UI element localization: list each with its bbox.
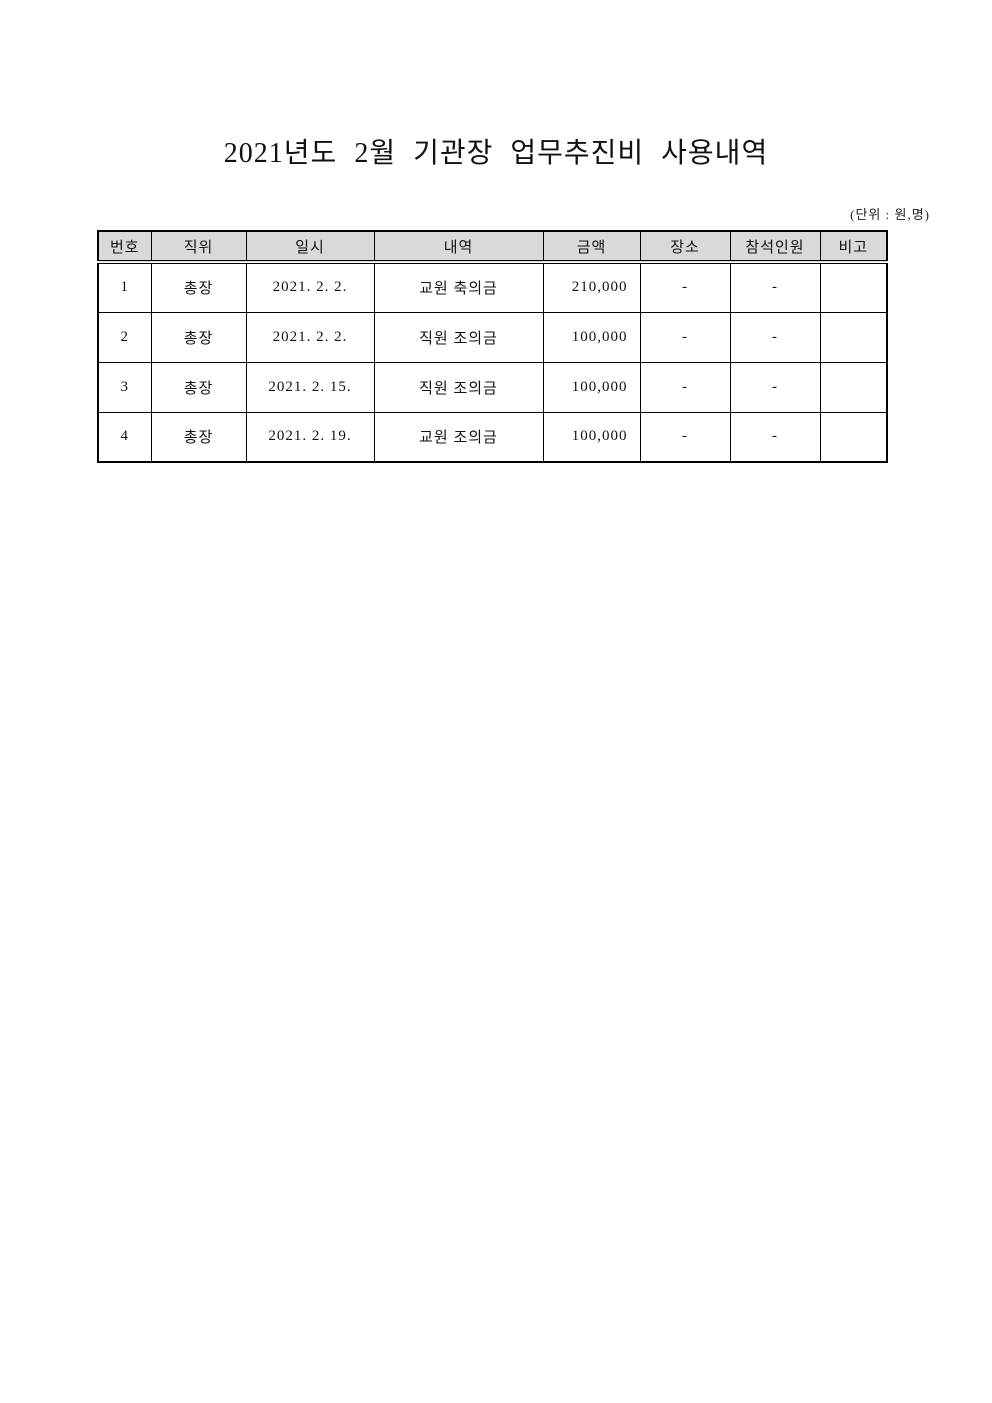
col-header-description: 내역 xyxy=(373,230,544,264)
cell-no: 3 xyxy=(97,361,152,413)
cell-attendees: - xyxy=(729,311,821,363)
cell-date: 2021. 2. 15. xyxy=(245,361,375,413)
cell-description: 교원 축의금 xyxy=(373,261,544,313)
page-title: 2021년도 2월 기관장 업무추진비 사용내역 xyxy=(223,138,769,169)
cell-attendees: - xyxy=(729,361,821,413)
table-row: 2 총장 2021. 2. 2. 직원 조의금 100,000 - - xyxy=(97,311,888,363)
unit-note: (단위 : 원,명) xyxy=(850,207,930,222)
cell-description: 교원 조의금 xyxy=(373,411,544,463)
cell-amount: 100,000 xyxy=(542,361,641,413)
cell-place: - xyxy=(639,411,731,463)
cell-no: 4 xyxy=(97,411,152,463)
col-header-amount: 금액 xyxy=(542,230,641,264)
cell-place: - xyxy=(639,261,731,313)
cell-position: 총장 xyxy=(150,261,247,313)
cell-attendees: - xyxy=(729,261,821,313)
table-header-row: 번호 직위 일시 내역 금액 장소 참석인원 비고 xyxy=(97,230,888,264)
cell-note xyxy=(819,261,888,313)
cell-amount: 100,000 xyxy=(542,311,641,363)
cell-date: 2021. 2. 2. xyxy=(245,311,375,363)
col-header-no: 번호 xyxy=(97,230,152,264)
cell-amount: 210,000 xyxy=(542,261,641,313)
cell-position: 총장 xyxy=(150,361,247,413)
cell-no: 2 xyxy=(97,311,152,363)
cell-description: 직원 조의금 xyxy=(373,361,544,413)
cell-amount: 100,000 xyxy=(542,411,641,463)
cell-date: 2021. 2. 2. xyxy=(245,261,375,313)
table-row: 1 총장 2021. 2. 2. 교원 축의금 210,000 - - xyxy=(97,261,888,313)
cell-description: 직원 조의금 xyxy=(373,311,544,363)
col-header-note: 비고 xyxy=(819,230,888,264)
col-header-place: 장소 xyxy=(639,230,731,264)
cell-date: 2021. 2. 19. xyxy=(245,411,375,463)
col-header-position: 직위 xyxy=(150,230,247,264)
cell-note xyxy=(819,411,888,463)
col-header-attendees: 참석인원 xyxy=(729,230,821,264)
table-row: 3 총장 2021. 2. 15. 직원 조의금 100,000 - - xyxy=(97,361,888,413)
cell-place: - xyxy=(639,311,731,363)
cell-note xyxy=(819,311,888,363)
cell-attendees: - xyxy=(729,411,821,463)
cell-no: 1 xyxy=(97,261,152,313)
cell-note xyxy=(819,361,888,413)
col-header-date: 일시 xyxy=(245,230,375,264)
expense-table: 번호 직위 일시 내역 금액 장소 참석인원 비고 1 총장 2021. 2. … xyxy=(97,230,888,463)
table-row: 4 총장 2021. 2. 19. 교원 조의금 100,000 - - xyxy=(97,411,888,463)
cell-position: 총장 xyxy=(150,411,247,463)
cell-position: 총장 xyxy=(150,311,247,363)
cell-place: - xyxy=(639,361,731,413)
